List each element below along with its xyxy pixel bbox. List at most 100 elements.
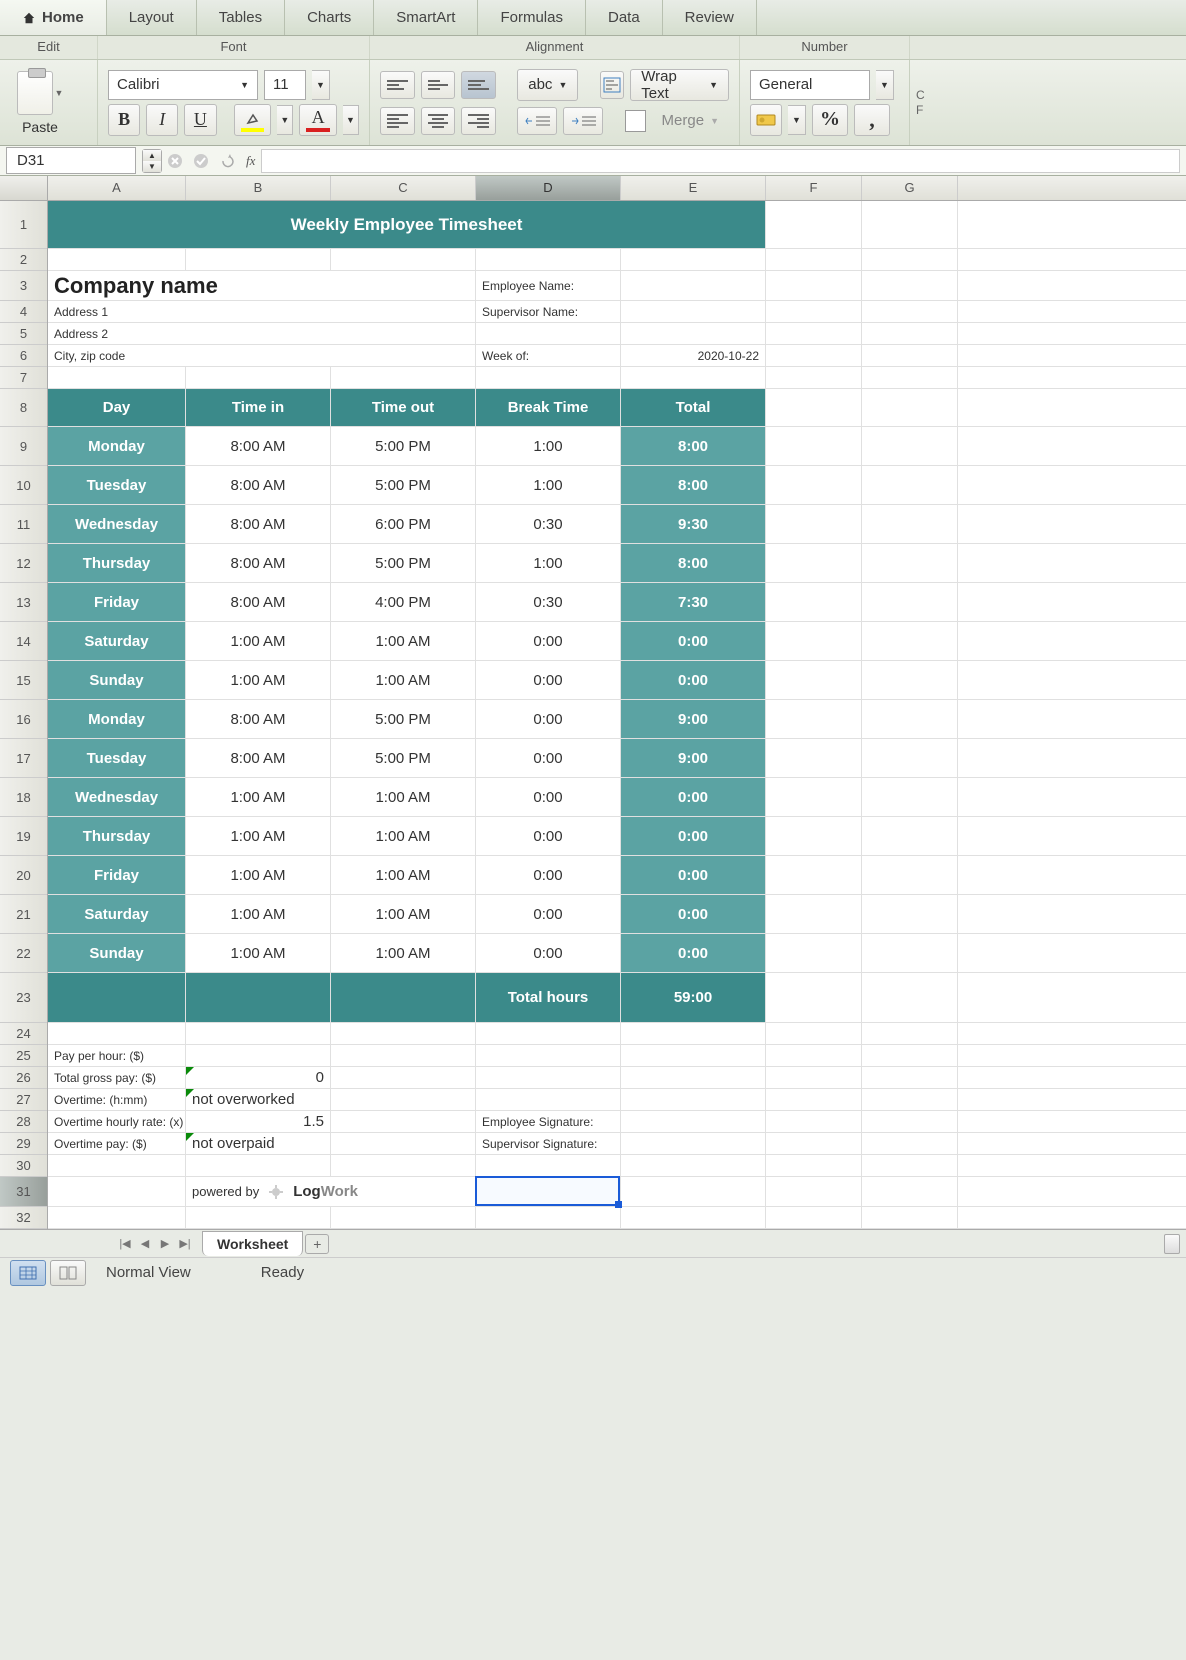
tab-home[interactable]: Home [0, 0, 107, 35]
row-header-24[interactable]: 24 [0, 1023, 47, 1045]
name-box[interactable]: D31 [6, 147, 136, 174]
select-all-corner[interactable] [0, 176, 48, 200]
cancel-formula-button[interactable] [162, 148, 188, 174]
sheet-nav-next[interactable]: ▶ [156, 1235, 174, 1253]
column-header-F[interactable]: F [766, 176, 862, 200]
align-bottom-button[interactable] [461, 71, 496, 99]
row-header-4[interactable]: 4 [0, 301, 47, 323]
orientation-button[interactable]: abc▼ [517, 69, 578, 101]
row-header-5[interactable]: 5 [0, 323, 47, 345]
scrollbar-handle[interactable] [1164, 1234, 1180, 1254]
group-font-label: Font [98, 36, 370, 59]
column-header-D[interactable]: D [476, 176, 621, 200]
row-header-27[interactable]: 27 [0, 1089, 47, 1111]
undo-formula-button[interactable] [214, 148, 240, 174]
row-headers: 1234567891011121314151617181920212223242… [0, 201, 48, 1229]
wrap-text-button[interactable]: Wrap Text▼ [630, 69, 729, 101]
formula-input[interactable] [261, 149, 1180, 173]
row-header-20[interactable]: 20 [0, 856, 47, 895]
align-middle-button[interactable] [421, 71, 456, 99]
tab-formulas[interactable]: Formulas [478, 0, 586, 35]
row-header-22[interactable]: 22 [0, 934, 47, 973]
tab-smartart[interactable]: SmartArt [374, 0, 478, 35]
align-left-button[interactable] [380, 107, 415, 135]
align-right-button[interactable] [461, 107, 496, 135]
italic-button[interactable]: I [146, 104, 178, 136]
row-header-14[interactable]: 14 [0, 622, 47, 661]
align-center-button[interactable] [421, 107, 456, 135]
font-color-button[interactable]: A [299, 104, 337, 136]
tab-data[interactable]: Data [586, 0, 663, 35]
row-header-11[interactable]: 11 [0, 505, 47, 544]
row-header-26[interactable]: 26 [0, 1067, 47, 1089]
column-header-A[interactable]: A [48, 176, 186, 200]
row-header-23[interactable]: 23 [0, 973, 47, 1023]
row-header-30[interactable]: 30 [0, 1155, 47, 1177]
accept-formula-button[interactable] [188, 148, 214, 174]
row-header-8[interactable]: 8 [0, 389, 47, 427]
row-header-1[interactable]: 1 [0, 201, 47, 249]
column-header-C[interactable]: C [331, 176, 476, 200]
status-ready: Ready [261, 1264, 304, 1281]
currency-dropdown[interactable]: ▼ [788, 105, 806, 135]
tab-tables[interactable]: Tables [197, 0, 285, 35]
font-size-select[interactable]: 11 [264, 70, 306, 100]
row-header-21[interactable]: 21 [0, 895, 47, 934]
tab-review[interactable]: Review [663, 0, 757, 35]
tab-layout[interactable]: Layout [107, 0, 197, 35]
font-name-select[interactable]: Calibri▼ [108, 70, 258, 100]
row-header-10[interactable]: 10 [0, 466, 47, 505]
row-header-6[interactable]: 6 [0, 345, 47, 367]
fx-label: fx [240, 153, 261, 169]
bold-button[interactable]: B [108, 104, 140, 136]
row-header-2[interactable]: 2 [0, 249, 47, 271]
row-header-25[interactable]: 25 [0, 1045, 47, 1067]
home-icon [22, 11, 36, 25]
row-header-32[interactable]: 32 [0, 1207, 47, 1229]
row-header-16[interactable]: 16 [0, 700, 47, 739]
indent-increase-button[interactable] [563, 107, 603, 135]
row-header-18[interactable]: 18 [0, 778, 47, 817]
sheet-nav-last[interactable]: ▶| [176, 1235, 194, 1253]
row-header-17[interactable]: 17 [0, 739, 47, 778]
add-sheet-button[interactable]: + [305, 1234, 329, 1254]
column-header-G[interactable]: G [862, 176, 958, 200]
row-header-19[interactable]: 19 [0, 817, 47, 856]
view-normal-button[interactable] [10, 1260, 46, 1286]
row-header-28[interactable]: 28 [0, 1111, 47, 1133]
sheet-tab-worksheet[interactable]: Worksheet [202, 1231, 303, 1256]
row-header-15[interactable]: 15 [0, 661, 47, 700]
sheet-nav-prev[interactable]: ◀ [136, 1235, 154, 1253]
tab-charts[interactable]: Charts [285, 0, 374, 35]
row-header-3[interactable]: 3 [0, 271, 47, 301]
fill-color-button[interactable] [234, 104, 272, 136]
sheet-nav-first[interactable]: |◀ [116, 1235, 134, 1253]
currency-button[interactable] [750, 104, 782, 136]
column-header-E[interactable]: E [621, 176, 766, 200]
wrap-icon-button[interactable] [600, 71, 625, 99]
font-size-dropdown[interactable]: ▼ [312, 70, 330, 100]
view-page-layout-button[interactable] [50, 1260, 86, 1286]
row-header-12[interactable]: 12 [0, 544, 47, 583]
font-color-dropdown[interactable]: ▼ [343, 105, 359, 135]
row-header-29[interactable]: 29 [0, 1133, 47, 1155]
number-format-select[interactable]: General [750, 70, 870, 100]
view-mode-label: Normal View [106, 1264, 191, 1281]
align-top-button[interactable] [380, 71, 415, 99]
merge-button[interactable]: Merge▼ [652, 105, 729, 137]
comma-button[interactable]: , [854, 104, 890, 136]
name-box-stepper[interactable]: ▲▼ [142, 149, 162, 173]
column-header-B[interactable]: B [186, 176, 331, 200]
paste-button[interactable]: ▼ Paste [10, 71, 70, 135]
indent-decrease-button[interactable] [517, 107, 557, 135]
underline-button[interactable]: U [184, 104, 216, 136]
percent-button[interactable]: % [812, 104, 848, 136]
row-header-7[interactable]: 7 [0, 367, 47, 389]
group-number-label: Number [740, 36, 910, 59]
cells-area[interactable]: Weekly Employee TimesheetCompany nameEmp… [48, 201, 1186, 1229]
row-header-31[interactable]: 31 [0, 1177, 47, 1207]
number-format-dropdown[interactable]: ▼ [876, 70, 894, 100]
row-header-13[interactable]: 13 [0, 583, 47, 622]
fill-color-dropdown[interactable]: ▼ [277, 105, 293, 135]
row-header-9[interactable]: 9 [0, 427, 47, 466]
